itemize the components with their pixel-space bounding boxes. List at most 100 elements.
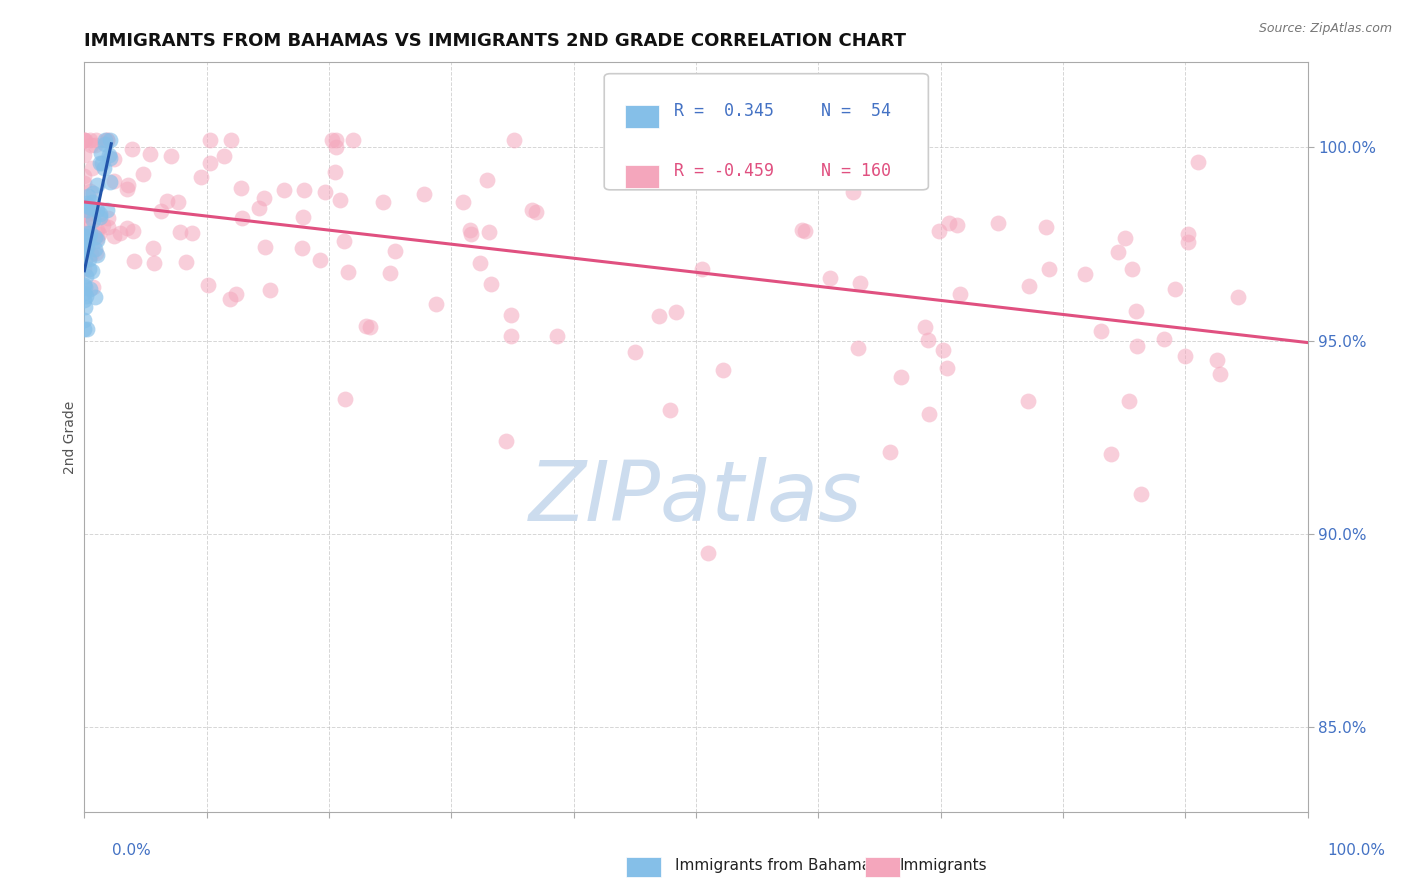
Point	[384, 244, 406, 258]
Point	[546, 329, 568, 343]
Point	[73, 200, 96, 214]
Point	[495, 434, 517, 449]
Point	[849, 276, 872, 290]
Point	[231, 181, 253, 195]
Point	[103, 153, 125, 167]
Point	[75, 289, 97, 303]
Point	[149, 203, 172, 218]
Point	[292, 210, 315, 224]
Point	[460, 227, 482, 242]
Point	[86, 178, 108, 192]
Point	[479, 277, 502, 291]
Point	[79, 138, 101, 153]
Point	[928, 224, 950, 238]
Point	[117, 178, 139, 193]
Point	[75, 230, 97, 244]
Point	[336, 265, 359, 279]
Point	[794, 224, 817, 238]
Point	[94, 133, 117, 147]
Point	[659, 403, 682, 417]
Point	[818, 271, 841, 285]
Point	[79, 133, 101, 147]
Point	[73, 278, 96, 293]
Text: Source: ZipAtlas.com: Source: ZipAtlas.com	[1258, 22, 1392, 36]
Point	[103, 174, 125, 188]
Point	[1206, 353, 1229, 368]
Point	[115, 182, 138, 196]
Point	[73, 208, 96, 222]
Point	[478, 225, 501, 239]
Point	[73, 237, 96, 252]
Point	[724, 133, 747, 147]
Point	[82, 212, 104, 227]
Point	[190, 170, 212, 185]
Point	[225, 286, 247, 301]
Point	[100, 175, 122, 189]
Point	[696, 148, 718, 162]
Point	[308, 252, 330, 267]
Point	[80, 264, 103, 278]
Point	[329, 193, 352, 207]
Text: IMMIGRANTS FROM BAHAMAS VS IMMIGRANTS 2ND GRADE CORRELATION CHART: IMMIGRANTS FROM BAHAMAS VS IMMIGRANTS 2N…	[84, 32, 907, 50]
Point	[524, 204, 547, 219]
Point	[1164, 282, 1187, 296]
Point	[160, 149, 183, 163]
Point	[1130, 487, 1153, 501]
Point	[89, 210, 111, 224]
Point	[142, 241, 165, 255]
Point	[91, 156, 114, 170]
Point	[73, 285, 96, 300]
Point	[1107, 244, 1129, 259]
Text: 100.0%: 100.0%	[1327, 843, 1385, 858]
Point	[79, 282, 101, 296]
Point	[855, 157, 877, 171]
Point	[84, 138, 107, 153]
Point	[167, 195, 190, 210]
Point	[273, 183, 295, 197]
Point	[1090, 325, 1112, 339]
Point	[522, 202, 544, 217]
Point	[75, 239, 97, 253]
FancyBboxPatch shape	[626, 105, 659, 128]
Point	[73, 229, 96, 244]
Point	[73, 133, 96, 147]
Point	[143, 256, 166, 270]
Point	[475, 173, 498, 187]
Point	[82, 194, 104, 209]
Point	[380, 266, 402, 280]
Text: N = 160: N = 160	[821, 162, 891, 180]
Point	[254, 240, 277, 254]
Y-axis label: 2nd Grade: 2nd Grade	[63, 401, 77, 474]
Point	[200, 133, 222, 147]
Point	[1177, 227, 1199, 242]
Point	[890, 369, 912, 384]
Point	[790, 223, 813, 237]
Point	[333, 392, 356, 407]
Point	[212, 149, 235, 163]
Point	[1153, 332, 1175, 346]
Point	[86, 233, 108, 247]
Point	[76, 239, 98, 253]
Text: R = -0.459: R = -0.459	[673, 162, 773, 180]
Point	[73, 313, 96, 327]
Point	[76, 227, 98, 241]
Point	[86, 248, 108, 262]
Point	[1177, 235, 1199, 250]
Point	[103, 229, 125, 244]
Point	[121, 224, 143, 238]
Point	[121, 142, 143, 156]
Point	[84, 242, 107, 256]
Point	[76, 207, 98, 221]
Point	[79, 252, 101, 267]
Point	[846, 342, 869, 356]
Point	[80, 161, 103, 176]
Point	[139, 147, 162, 161]
Point	[76, 231, 98, 245]
Point	[79, 229, 101, 244]
FancyBboxPatch shape	[626, 165, 659, 188]
Point	[156, 194, 179, 208]
Point	[97, 219, 120, 234]
Point	[79, 200, 101, 214]
Point	[1227, 290, 1250, 304]
Point	[73, 212, 96, 227]
